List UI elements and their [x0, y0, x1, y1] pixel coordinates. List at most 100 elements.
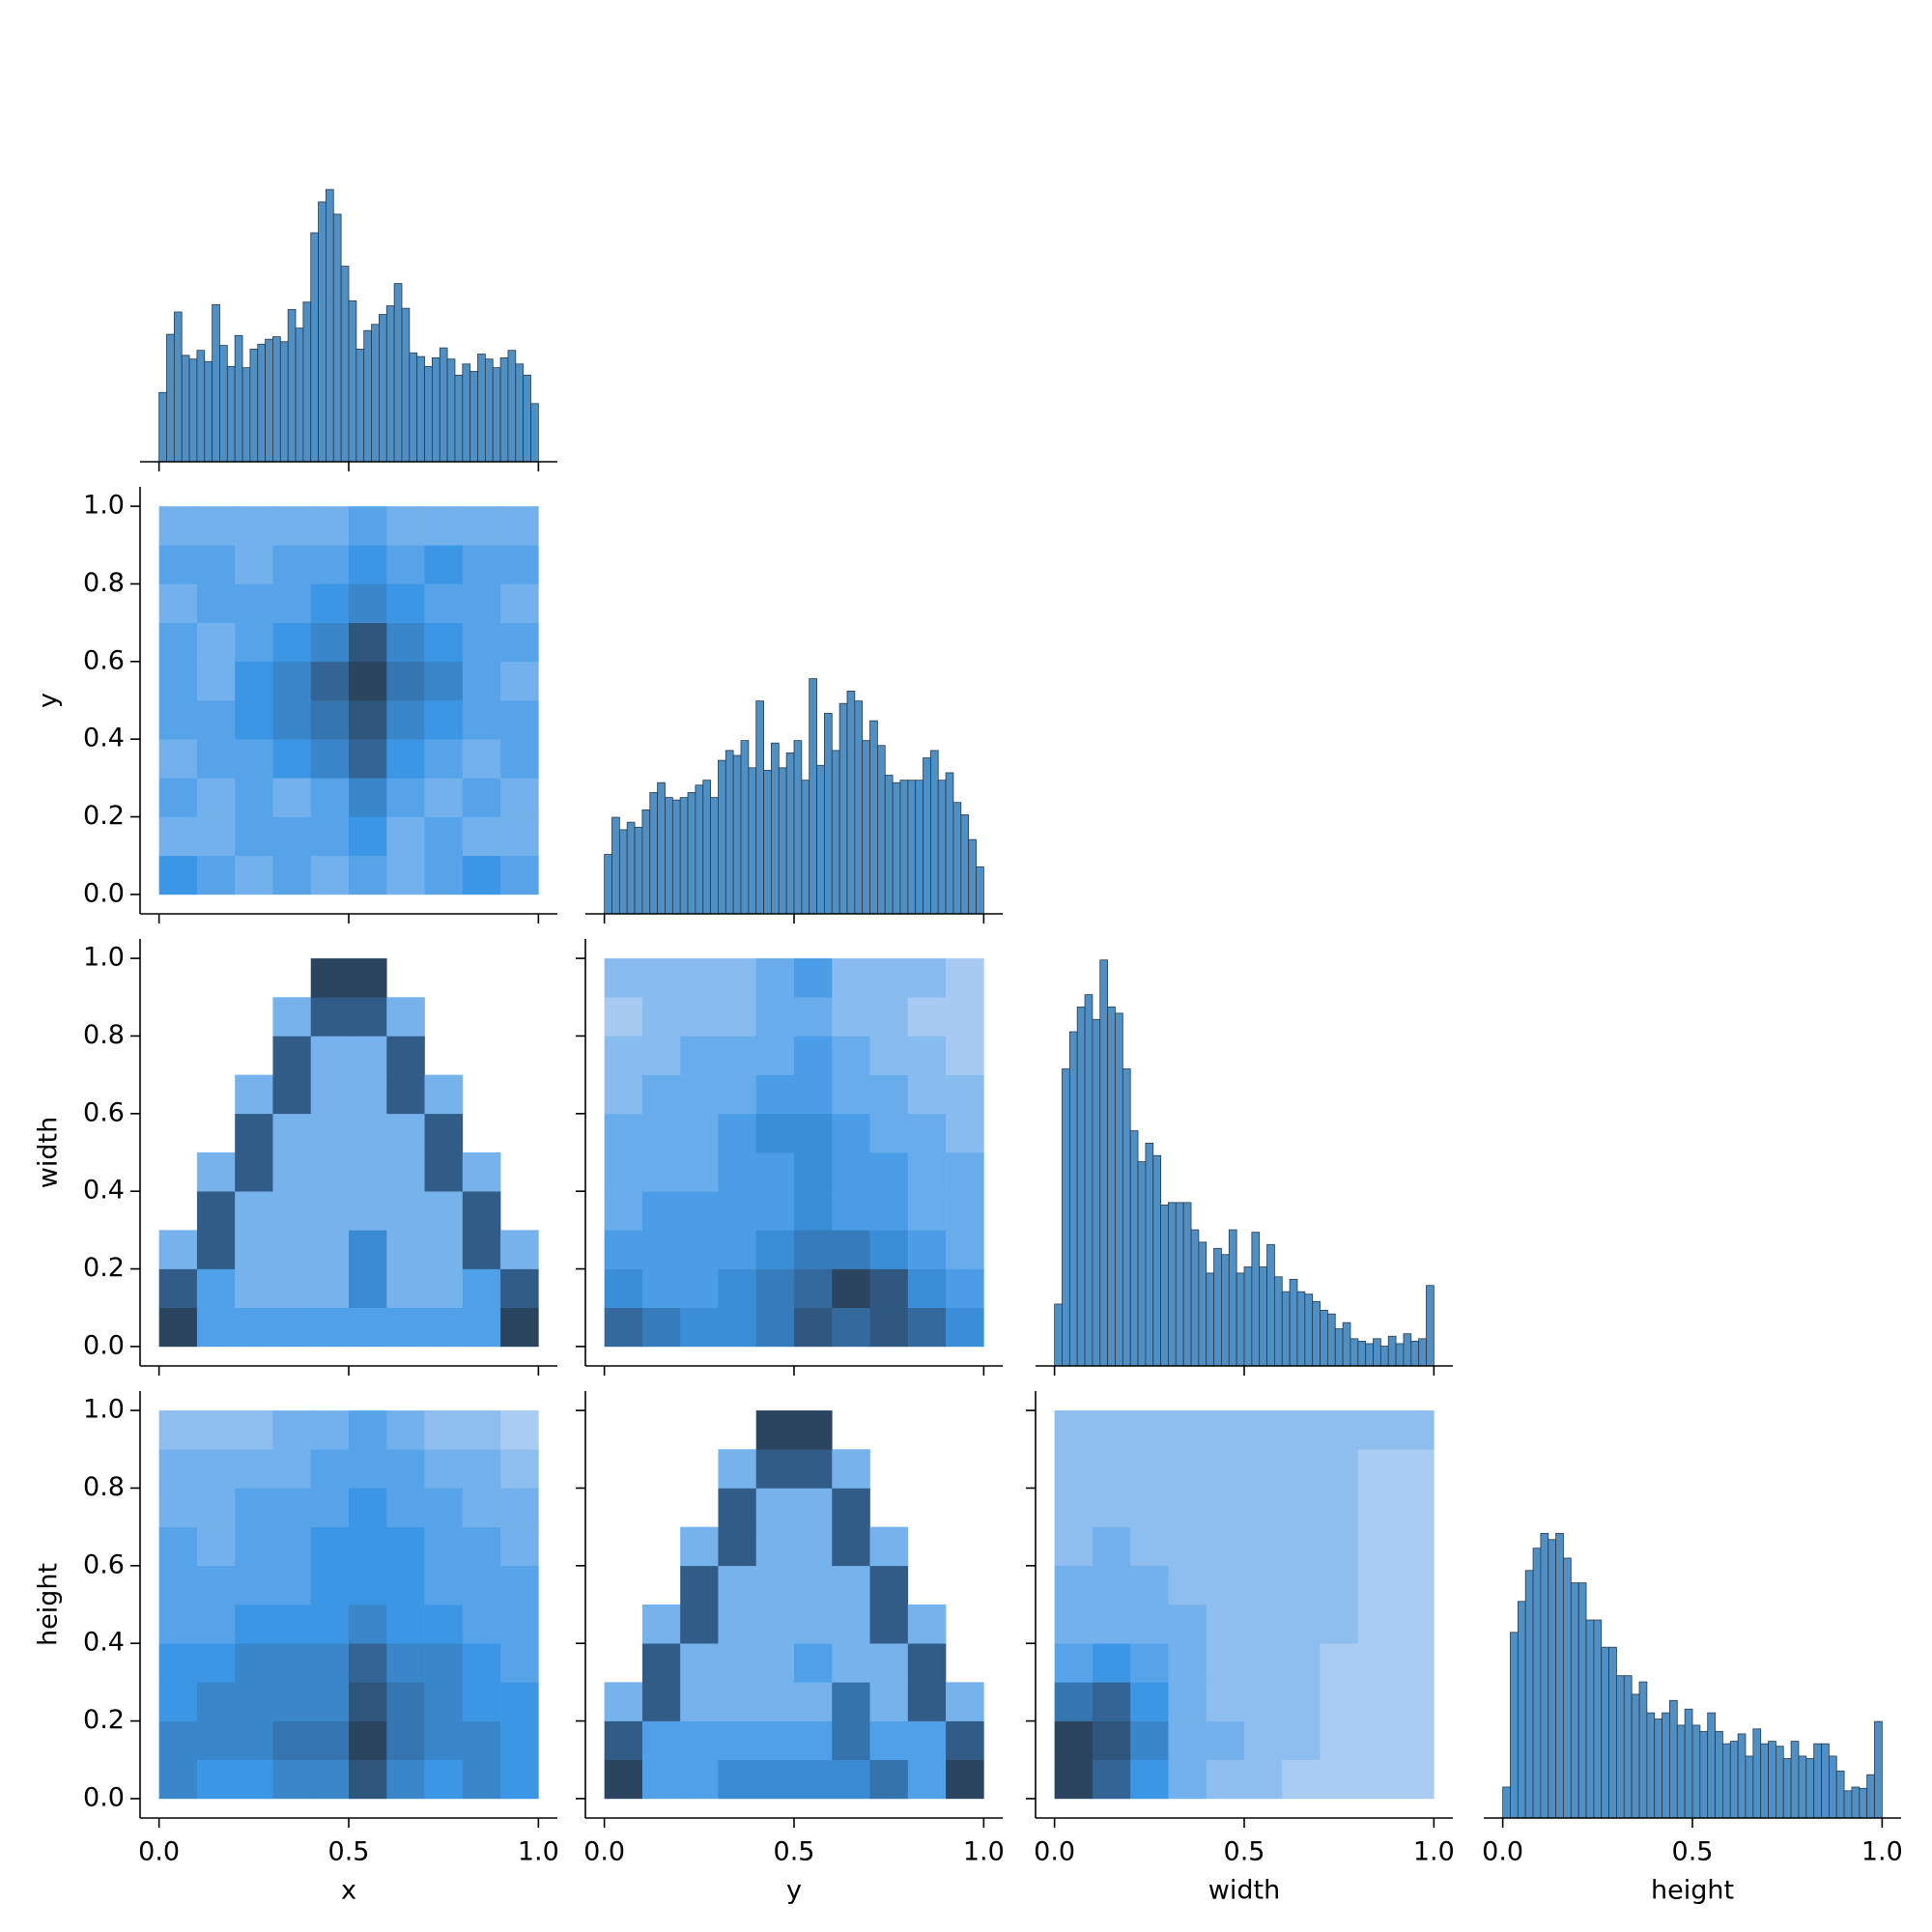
- heat-cell: [794, 997, 833, 1037]
- heat-cell: [500, 700, 539, 740]
- heat-cell: [718, 1307, 757, 1348]
- bar: [492, 367, 501, 463]
- bar: [1654, 1719, 1662, 1819]
- heat-cell: [680, 1643, 719, 1683]
- heat-cell: [832, 1113, 870, 1153]
- bar: [1532, 1548, 1542, 1819]
- heat-cell: [196, 1410, 236, 1450]
- bar: [937, 780, 947, 915]
- bar: [295, 327, 304, 463]
- heat-cell: [832, 1605, 870, 1644]
- heat-cell: [158, 778, 198, 817]
- y-tick-label: 0.6: [83, 1097, 125, 1127]
- heat-cell: [794, 1191, 833, 1231]
- bar: [1145, 1142, 1154, 1367]
- bar: [1813, 1743, 1822, 1819]
- heat-cell: [386, 1410, 425, 1450]
- heat-cell: [235, 506, 273, 546]
- bar: [1555, 1532, 1564, 1819]
- heat-cell: [158, 1268, 198, 1309]
- heat-cell: [500, 1410, 539, 1450]
- y-tick-label: 0.6: [83, 645, 125, 675]
- heat-cell: [424, 1152, 464, 1192]
- heat-cell: [196, 1759, 236, 1800]
- heat-cell: [158, 1230, 198, 1269]
- heat-cell: [718, 1191, 757, 1231]
- heat-cell: [1092, 1526, 1131, 1567]
- heat-cell: [869, 1526, 909, 1567]
- bar: [1790, 1741, 1800, 1819]
- heat-cell: [832, 1682, 870, 1721]
- heat-cell: [310, 1488, 350, 1527]
- bar: [265, 338, 273, 463]
- bar: [641, 809, 651, 915]
- heat-cell: [755, 1268, 795, 1309]
- heat-cell: [1282, 1526, 1321, 1567]
- heat-cell: [196, 855, 236, 895]
- heat-cell: [272, 1152, 312, 1192]
- heat-cell: [832, 1307, 870, 1348]
- heat-cell: [946, 1759, 984, 1800]
- heat-cell: [1092, 1643, 1131, 1683]
- bar: [1418, 1338, 1427, 1367]
- bar: [1274, 1276, 1283, 1367]
- heat-cell: [832, 1268, 870, 1309]
- bar: [272, 336, 281, 463]
- heat-cell: [196, 739, 236, 779]
- heat-cell: [386, 661, 425, 701]
- bar: [1426, 1285, 1435, 1367]
- heat-cell: [1396, 1759, 1435, 1800]
- bar: [771, 742, 780, 915]
- heat-cell: [641, 1191, 681, 1231]
- bar: [1327, 1313, 1336, 1367]
- bar: [1379, 1346, 1389, 1367]
- heat-cell: [718, 1230, 757, 1269]
- heat-cell: [349, 583, 387, 623]
- heat-cell: [604, 1152, 643, 1192]
- x-tick-label: 1.0: [963, 1837, 1005, 1867]
- heat-cell: [386, 1191, 425, 1231]
- y-axis-label: width: [34, 1117, 64, 1188]
- heat-cell: [272, 1565, 312, 1605]
- heat-cell: [386, 583, 425, 623]
- heat-cell: [1206, 1526, 1245, 1567]
- heat-cell: [794, 1720, 833, 1761]
- bar: [1236, 1272, 1245, 1367]
- heat-cell: [272, 739, 312, 779]
- bar: [1517, 1601, 1526, 1819]
- bar: [702, 780, 712, 915]
- heat-cell: [946, 958, 984, 998]
- bar: [1182, 1202, 1192, 1367]
- heat-cell: [869, 1230, 909, 1269]
- heat-cell: [1282, 1565, 1321, 1605]
- heat-cell: [272, 997, 312, 1037]
- bar: [484, 358, 494, 463]
- heat-cell: [869, 997, 909, 1037]
- heat-cell: [349, 622, 387, 663]
- bar: [1874, 1720, 1883, 1819]
- bar: [809, 678, 817, 915]
- heat-cell: [424, 1268, 464, 1309]
- bar: [1357, 1340, 1367, 1367]
- bar: [1365, 1343, 1374, 1367]
- heat-cell: [272, 816, 312, 857]
- heat-cell: [907, 1230, 947, 1269]
- bar: [340, 266, 350, 463]
- heat-cell: [424, 661, 464, 701]
- heat-cell: [386, 1643, 425, 1683]
- heat-cell: [386, 1526, 425, 1567]
- y-axis-label: y: [34, 693, 64, 708]
- bar: [1760, 1743, 1769, 1819]
- heat-cell: [755, 958, 795, 998]
- heat-cell: [349, 997, 387, 1037]
- bar: [755, 700, 764, 915]
- heat-cell: [718, 1113, 757, 1153]
- heat-cell: [386, 1682, 425, 1721]
- heat-cell: [832, 1036, 870, 1075]
- heat-cell: [235, 1307, 273, 1348]
- heat-cell: [235, 855, 273, 895]
- bar: [257, 343, 266, 463]
- heat-cell: [424, 1526, 464, 1567]
- heat-cell: [196, 1230, 236, 1269]
- heat-cell: [158, 622, 198, 663]
